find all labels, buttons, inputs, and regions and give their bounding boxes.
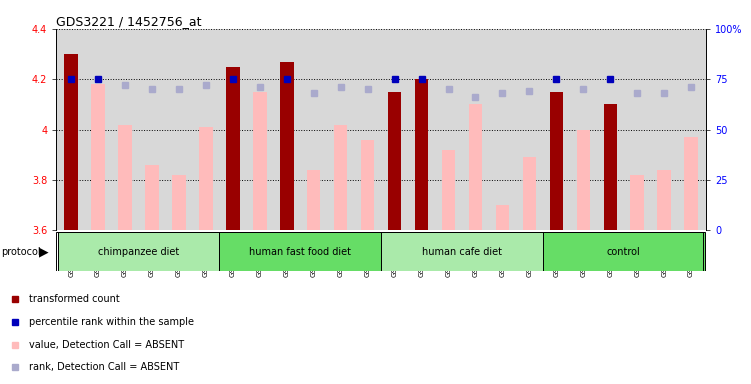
Text: value, Detection Call = ABSENT: value, Detection Call = ABSENT (29, 339, 184, 349)
Bar (226, 66, 240, 230)
Bar (415, 79, 428, 230)
Text: percentile rank within the sample: percentile rank within the sample (29, 317, 194, 327)
Bar (58, 232, 219, 271)
Bar (684, 137, 698, 230)
Text: ▶: ▶ (39, 245, 49, 258)
Text: control: control (607, 247, 641, 257)
Bar (334, 124, 348, 230)
Bar (65, 54, 78, 230)
Bar (361, 140, 375, 230)
Bar (550, 92, 563, 230)
Bar (253, 92, 267, 230)
Text: protocol: protocol (2, 247, 41, 257)
Bar (442, 150, 455, 230)
Text: transformed count: transformed count (29, 294, 119, 304)
Text: chimpanzee diet: chimpanzee diet (98, 247, 179, 257)
Bar (172, 175, 185, 230)
Text: rank, Detection Call = ABSENT: rank, Detection Call = ABSENT (29, 362, 179, 372)
Bar (92, 84, 105, 230)
Bar (496, 205, 509, 230)
Bar (469, 104, 482, 230)
Text: human fast food diet: human fast food diet (249, 247, 351, 257)
Bar (119, 124, 131, 230)
Text: GDS3221 / 1452756_at: GDS3221 / 1452756_at (56, 15, 202, 28)
Bar (145, 165, 158, 230)
Bar (280, 61, 294, 230)
Bar (388, 92, 401, 230)
Bar (381, 232, 543, 271)
Bar (543, 232, 704, 271)
Bar (307, 170, 321, 230)
Bar (577, 129, 590, 230)
Bar (631, 175, 644, 230)
Bar (657, 170, 671, 230)
Bar (199, 127, 213, 230)
Bar (219, 232, 381, 271)
Text: human cafe diet: human cafe diet (422, 247, 502, 257)
Bar (604, 104, 617, 230)
Bar (523, 157, 536, 230)
